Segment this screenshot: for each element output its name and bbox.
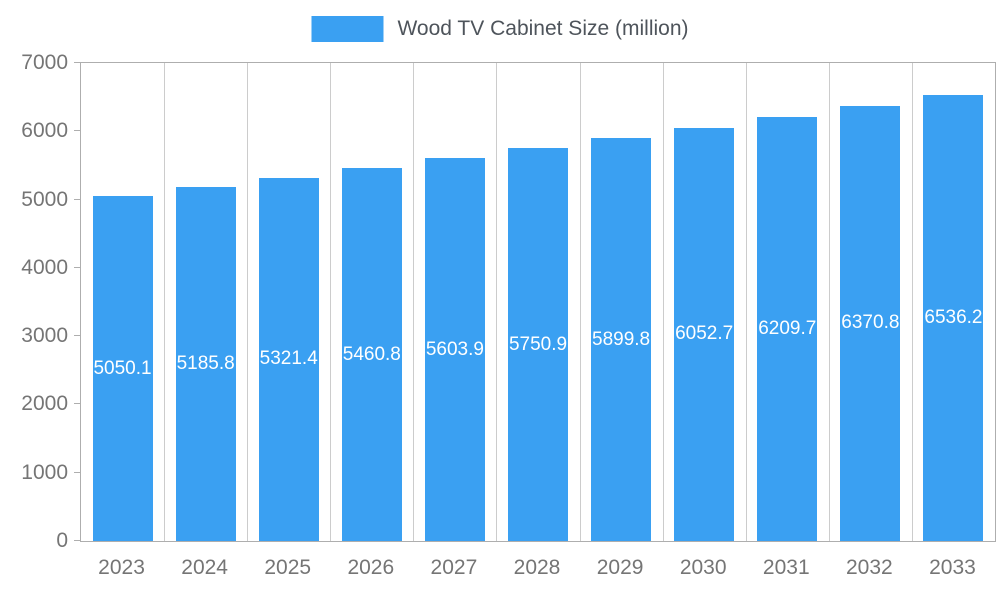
x-axis-label-2026: 2026: [347, 556, 395, 579]
plot-area: 5050.1 5185.8 5321.4 5460.8 5603.9 5750.9 5899…: [80, 62, 996, 542]
bar-2023[interactable]: 5050.1: [92, 196, 153, 541]
bar-value-label: 5750.9: [508, 333, 568, 355]
bar-value-label: 5321.4: [259, 348, 318, 370]
gridline-vertical: [330, 63, 332, 541]
bar-value-label: 5185.8: [176, 352, 235, 374]
y-axis-label: 7000: [21, 51, 68, 74]
y-axis-label: 2000: [21, 392, 68, 416]
y-axis-label: 0: [56, 529, 68, 552]
y-axis-tick: [74, 62, 80, 63]
bar-value-label: 5603.9: [425, 338, 484, 360]
legend-label: Wood TV Cabinet Size (million): [397, 17, 689, 40]
bar-2032[interactable]: 6370.8: [840, 105, 901, 541]
gridline-vertical: [579, 63, 581, 541]
bar-value-label: 6209.7: [758, 317, 817, 339]
y-axis-tick: [74, 403, 80, 405]
x-axis-label-2027: 2027: [430, 556, 478, 579]
y-axis-tick: [74, 540, 80, 541]
gridline-vertical: [828, 63, 830, 541]
legend-swatch: [311, 16, 384, 42]
bar-value-label: 6536.2: [924, 306, 983, 328]
gridline-vertical: [164, 63, 166, 541]
y-axis-tick: [74, 130, 80, 132]
gridline-vertical: [496, 63, 498, 541]
y-axis-label: 3000: [21, 324, 68, 348]
x-axis-label-2028: 2028: [513, 556, 561, 579]
y-axis-tick: [74, 266, 80, 268]
y-axis-label: 5000: [21, 187, 68, 211]
bar-2031[interactable]: 6209.7: [757, 116, 818, 541]
gridline-vertical: [247, 63, 249, 541]
bar-2029[interactable]: 5899.8: [591, 138, 652, 541]
bar-value-label: 6370.8: [841, 312, 900, 334]
y-axis-label: 1000: [21, 460, 68, 484]
bar-2030[interactable]: 6052.7: [674, 127, 735, 541]
x-axis-label-2032: 2032: [846, 556, 893, 579]
y-axis-tick: [74, 198, 80, 200]
gridline-vertical: [413, 63, 415, 541]
x-axis-label-2025: 2025: [264, 556, 312, 579]
x-axis-label-2029: 2029: [596, 556, 644, 579]
x-axis-label-2033: 2033: [929, 556, 976, 579]
y-axis-label: 4000: [21, 255, 68, 279]
bar-value-label: 6052.7: [675, 323, 734, 345]
y-axis-label: 6000: [21, 119, 68, 143]
bar-2033[interactable]: 6536.2: [923, 94, 984, 541]
x-axis-label-2030: 2030: [679, 556, 727, 579]
gridline-vertical: [911, 63, 913, 541]
bar-2027[interactable]: 5603.9: [424, 158, 485, 541]
x-axis-label-2024: 2024: [181, 556, 228, 579]
x-axis-label-2023: 2023: [98, 556, 145, 579]
y-axis-tick: [74, 335, 80, 337]
bar-value-label: 5899.8: [592, 328, 651, 350]
gridline-vertical: [662, 63, 664, 541]
y-axis-tick: [74, 471, 80, 473]
legend-item[interactable]: Wood TV Cabinet Size (million): [311, 16, 689, 42]
bar-2025[interactable]: 5321.4: [258, 177, 319, 541]
bar-value-label: 5460.8: [342, 343, 401, 365]
bar-2024[interactable]: 5185.8: [175, 186, 236, 541]
x-axis-label-2031: 2031: [762, 556, 810, 579]
gridline-vertical: [745, 63, 747, 541]
bar-2026[interactable]: 5460.8: [341, 168, 402, 541]
bar-value-label: 5050.1: [93, 357, 152, 379]
bar-2028[interactable]: 5750.9: [508, 148, 568, 541]
